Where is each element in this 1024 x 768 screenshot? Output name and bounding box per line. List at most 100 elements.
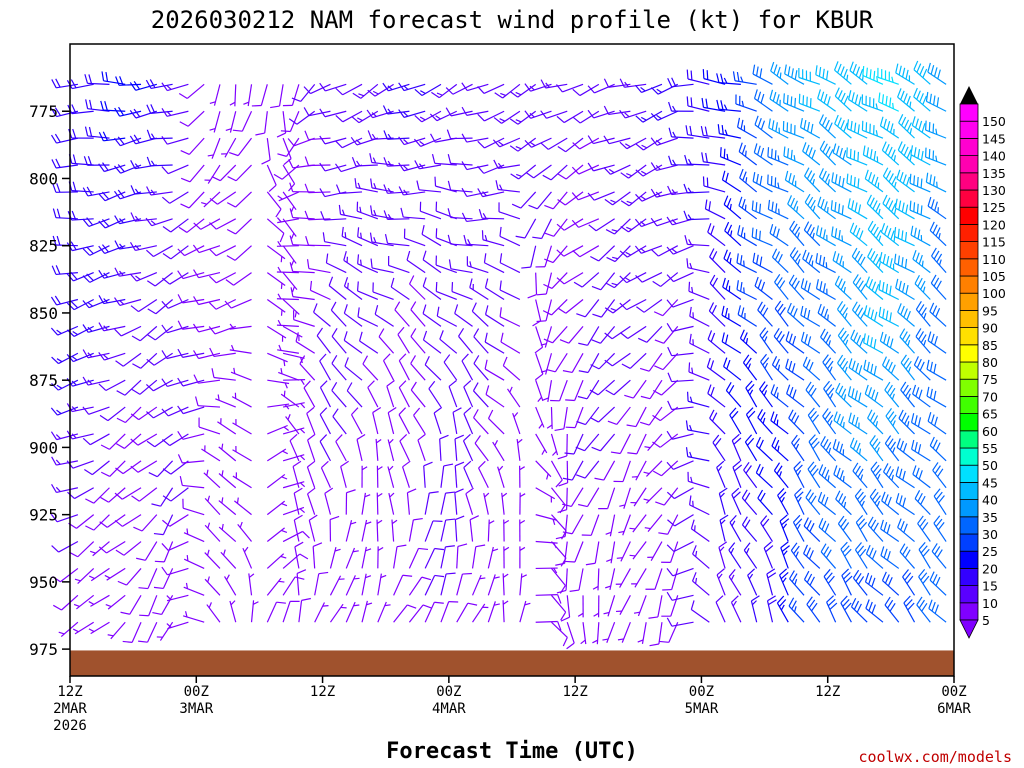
wind-barb [282,402,306,409]
wind-barb [383,210,410,220]
wind-barb [516,438,523,461]
wind-barb [82,406,110,415]
wind-barb [881,491,900,516]
wind-barb [178,83,205,99]
wind-barb [738,142,758,166]
wind-barb [319,434,331,462]
wind-barb [208,298,237,310]
wind-barb [757,301,773,327]
wind-barb [718,487,728,515]
wind-barb [227,164,252,182]
wind-barb [398,186,426,196]
wind-barb [815,279,836,301]
wind-barb [519,519,526,542]
wind-barb [512,412,521,435]
wind-barb [146,352,173,366]
wind-barb [98,541,126,554]
wind-barb [556,245,584,257]
wind-barb [931,543,947,569]
wind-barb [550,379,568,402]
wind-barb [303,107,331,117]
wind-barb [745,407,758,435]
wind-barb [820,328,837,354]
wind-barb [643,487,663,504]
wind-barb [759,381,773,408]
wind-barb [429,110,458,122]
wind-barb [472,603,489,623]
wind-barb [910,145,931,166]
wind-barb [372,407,382,435]
wind-barb [598,487,616,510]
wind-barb [757,489,773,516]
wind-barb [161,378,189,388]
wind-barb [863,305,884,327]
wind-barb [329,603,347,623]
wind-barb [114,106,142,117]
wind-barb [784,64,805,85]
wind-barb [712,434,726,462]
wind-barb [619,245,647,258]
wind-barb [637,325,663,343]
wind-barb [603,595,616,617]
wind-barb [605,514,616,537]
wind-barb [215,394,236,408]
wind-barb [84,74,110,85]
wind-barb [335,184,363,194]
wind-barb [182,611,205,623]
wind-barb [270,84,284,109]
wind-barb [266,473,288,489]
wind-barb [855,514,868,542]
wind-barb [776,595,789,623]
wind-barb [880,546,900,569]
wind-barb [576,299,600,318]
wind-barb [306,406,316,435]
wind-barb [773,327,789,354]
wind-barb [414,110,442,123]
wind-barb [487,409,505,435]
wind-barb [434,176,457,193]
wind-barb [331,355,347,381]
wind-barb [180,137,205,155]
wind-barb [666,487,694,500]
wind-barb [66,430,94,440]
wind-barb [413,407,426,435]
wind-barb [783,146,805,166]
wind-barb [198,417,221,435]
wind-barb [447,154,473,166]
wind-barb [774,300,789,327]
wind-barb [666,460,694,470]
wind-barb [831,226,852,247]
wind-barb [52,183,78,193]
wind-barb [760,353,773,381]
wind-barb [156,621,174,641]
wind-barb [161,350,189,360]
wind-barb [454,488,464,515]
wind-barb [635,110,663,123]
colorbar-tick-label: 45 [982,475,998,490]
wind-barb [493,159,520,169]
wind-barb [424,601,444,623]
wind-barb [644,433,663,452]
wind-barb [880,519,900,543]
wind-barb [497,465,505,488]
wind-barb [640,379,663,400]
wind-barb [542,164,568,181]
wind-barb [234,497,252,516]
wind-barb [331,381,347,408]
wind-barb [927,331,947,354]
wind-barb [729,407,742,435]
wind-barb [114,267,142,277]
wind-barb [382,353,395,381]
wind-barb [915,328,931,354]
wind-barb [52,594,79,611]
colorbar-swatch [959,103,979,122]
wind-barb [861,120,884,139]
wind-barb [753,89,773,112]
wind-barb [515,218,537,239]
wind-barb [458,327,473,354]
wind-barb [835,490,852,516]
wind-barb [277,344,299,354]
wind-barb [894,253,915,274]
wind-barb [927,62,947,85]
wind-barb [435,281,457,301]
